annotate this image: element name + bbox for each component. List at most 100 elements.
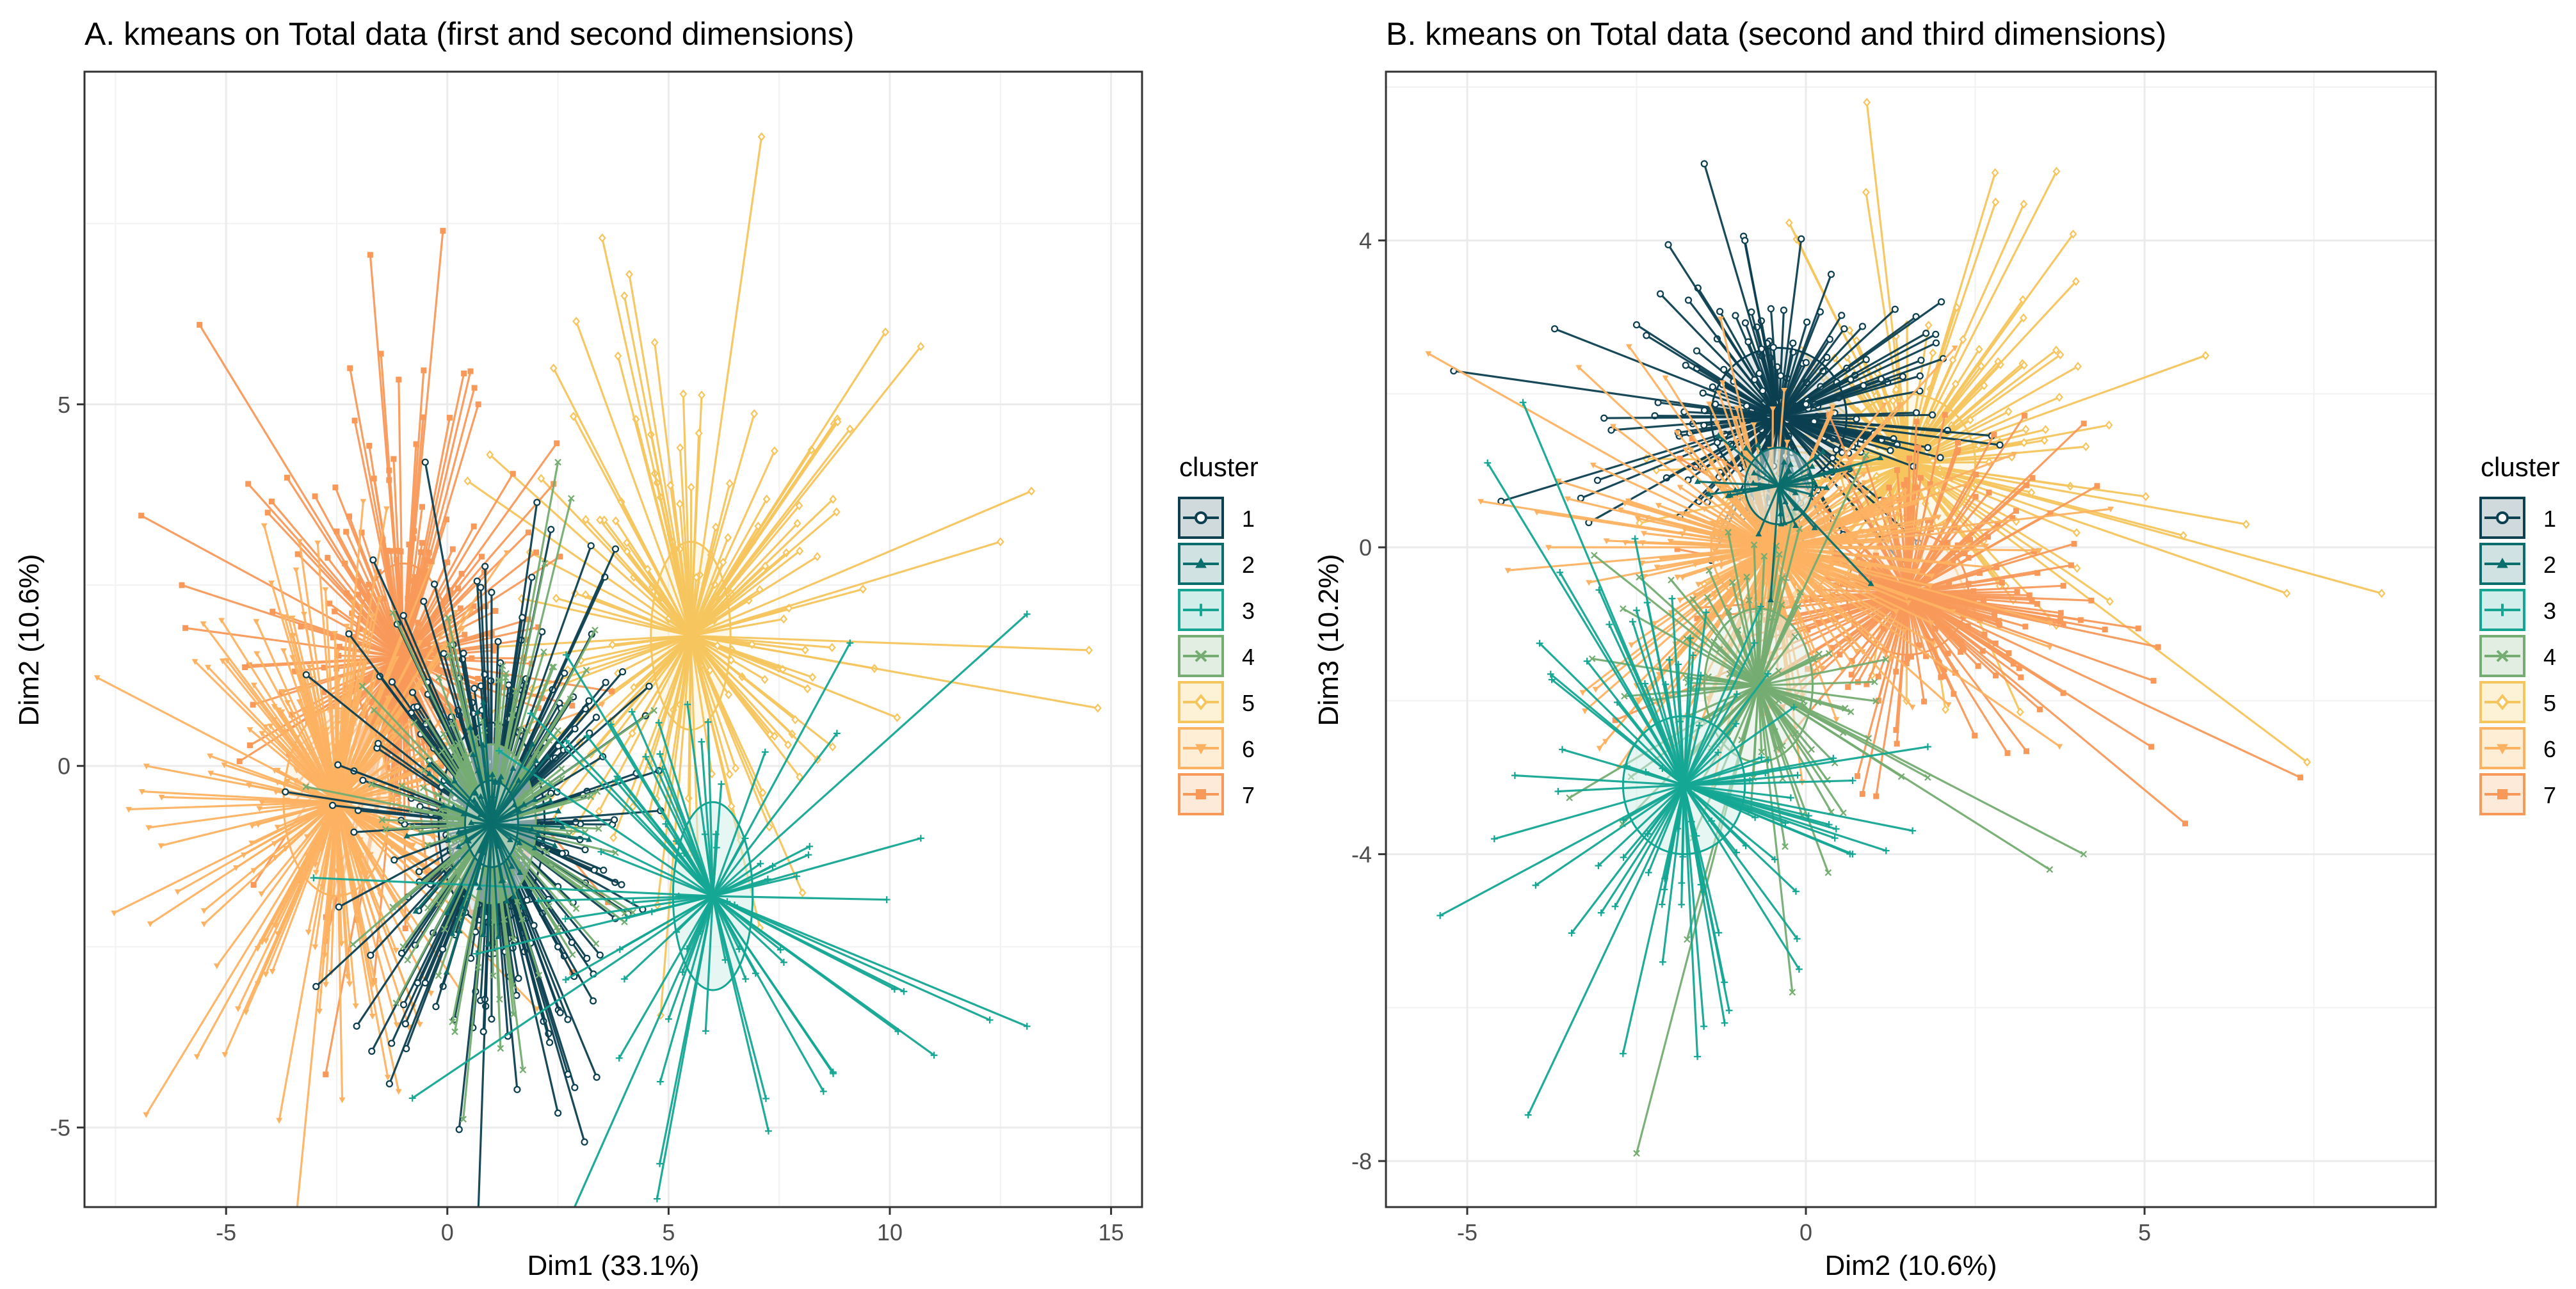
panel-a-cluster-7-point	[416, 570, 423, 576]
panel-a-cluster-5-point	[608, 640, 616, 650]
panel-a-cluster-5-point	[725, 479, 734, 488]
panel-b-cluster-6-segment	[1772, 546, 2040, 552]
panel-a-cluster-6-point	[256, 806, 263, 812]
panel-b-cluster-1-segment	[1717, 415, 1780, 444]
panel-b-cluster-6-point	[1853, 648, 1860, 655]
panel-b-cluster-3-segment	[1682, 785, 1730, 1011]
panel-a-cluster-2-point	[515, 777, 522, 783]
panel-a-cluster-2-point	[551, 842, 558, 848]
panel-b-cluster-6-point	[1677, 484, 1684, 491]
panel-a-legend-label-6: 6	[1242, 736, 1255, 762]
panel-a-cluster-2-point	[489, 771, 496, 777]
panel-a-cluster-7-point	[330, 634, 336, 641]
panel-b-cluster-2-point	[1792, 522, 1799, 528]
panel-a-cluster-6-point	[254, 946, 261, 952]
panel-a-cluster-4-point	[472, 733, 479, 741]
panel-a-cluster-1-point	[312, 982, 320, 990]
panel-a-cluster-3-segment	[712, 895, 747, 980]
panel-a-cluster-4-point	[592, 940, 600, 947]
panel-a-cluster-6-point	[367, 852, 374, 858]
panel-a-cluster-3-segment	[712, 895, 834, 1073]
panel-a-cluster-6-point	[334, 869, 341, 875]
panel-a-cluster-4-point	[441, 925, 448, 933]
panel-a-cluster-2-point	[535, 831, 542, 837]
panel-a-cluster-3-point	[702, 1027, 709, 1035]
panel-b-cluster-2-segment	[1778, 461, 1785, 486]
panel-b-cluster-3	[1437, 399, 1931, 1119]
panel-b-cluster-3-point	[1484, 459, 1492, 467]
panel-a-cluster-7-point	[557, 554, 563, 560]
panel-a-plot-border	[83, 70, 1143, 1208]
panel-b-cluster-3-point	[1689, 652, 1697, 659]
panel-a-cluster-5-segment	[690, 540, 1001, 637]
panel-b-cluster-6-point	[1928, 573, 1935, 580]
panel-a-cluster-2-point	[451, 778, 458, 784]
panel-b-cluster-6-point	[1711, 591, 1718, 597]
panel-a-cluster-6-point	[376, 596, 383, 603]
panel-a-cluster-1-point	[367, 951, 374, 959]
panel-b-cluster-6-point	[1628, 642, 1635, 648]
panel-a-cluster-7-point	[471, 385, 478, 391]
panel-a-cluster-2-point	[555, 807, 562, 813]
panel-a-legend-entry-3: 3	[1178, 589, 1255, 631]
panel-b-cluster-1-segment	[1778, 308, 1896, 418]
panel-a-cluster-6-point	[234, 1006, 241, 1013]
panel-b-legend-key-marker-2	[2497, 557, 2508, 568]
panel-a-cluster-3-point	[607, 721, 615, 728]
panel-a-cluster-5-point	[582, 515, 590, 524]
panel-b-cluster-6-segment	[1664, 377, 1773, 548]
panel-b-cluster-3-point	[1629, 618, 1636, 625]
panel-a-cluster-5-segment	[626, 550, 692, 637]
panel-a-cluster-2-point	[412, 908, 419, 914]
panel-b-cluster-7-point	[2024, 748, 2030, 755]
panel-a-cluster-3-point	[408, 1094, 416, 1102]
panel-a-cluster-4-point	[541, 560, 549, 567]
panel-a-cluster-7-point	[355, 578, 362, 584]
panel-b-cluster-6-point	[1677, 597, 1684, 604]
panel-a-cluster-6-point	[323, 727, 330, 733]
panel-a-cluster-5-point	[828, 643, 836, 652]
panel-a-cluster-4-point	[368, 781, 375, 788]
panel-a-cluster-4-point	[549, 663, 556, 671]
panel-b-cluster-6-point	[1867, 564, 1874, 571]
panel-b-cluster-7-segment	[1906, 415, 2025, 594]
panel-a-cluster-7-point	[264, 509, 271, 516]
panel-b-cluster-3-point	[1437, 912, 1444, 919]
panel-b-cluster-4-point	[1734, 627, 1742, 634]
panel-b-cluster-1-point	[1700, 406, 1709, 414]
panel-a-cluster-3-segment	[565, 895, 713, 920]
panel-b-cluster-5-segment	[1906, 202, 1997, 463]
panel-b-cluster-3-segment	[1683, 606, 1762, 786]
panel-b-cluster-4-point	[1728, 579, 1736, 586]
panel-a-cluster-4-segment	[491, 709, 655, 825]
panel-a-cluster-5-segment	[601, 237, 692, 636]
panel-b-cluster-7-point	[1906, 455, 1913, 461]
panel-b-cluster-3-point	[1700, 1023, 1707, 1030]
panel-b-cluster-4-segment	[1758, 653, 1820, 687]
panel-b-cluster-3-point	[1732, 720, 1740, 728]
panel-b-cluster-2-point	[1705, 490, 1712, 497]
panel-a-cluster-6-point	[253, 619, 260, 625]
panel-a-cluster-5-segment	[529, 551, 691, 637]
panel-a-cluster-6-point	[262, 724, 269, 730]
panel-b-cluster-7-point	[1944, 540, 1951, 546]
panel-a-cluster-2-point	[533, 757, 540, 764]
panel-a-cluster-7-point	[383, 657, 390, 664]
panel-b-cluster-7-point	[1694, 615, 1700, 621]
panel-a-cluster-7-point	[390, 807, 397, 813]
panel-a-cluster-5-point	[917, 342, 925, 351]
panel-b-cluster-1-point	[1937, 298, 1945, 306]
panel-b-cluster-1-point	[1996, 441, 2004, 449]
panel-b-cluster-4-point	[1566, 794, 1573, 801]
panel-b-cluster-7-point	[2034, 601, 2040, 607]
panel-b-cluster-6-point	[1895, 511, 1902, 518]
panel-b-cluster-7-point	[1885, 501, 1891, 508]
panel-a-cluster-5-segment	[690, 490, 1032, 637]
panel-a-marks	[93, 132, 1102, 1207]
panel-a-cluster-4-point	[499, 662, 506, 669]
panel-b-cluster-7-point	[1973, 472, 1979, 478]
panel-b-cluster-4-point	[1794, 603, 1801, 610]
panel-b-cluster-4-segment	[1757, 685, 1794, 993]
panel-b-cluster-6-point	[1639, 540, 1646, 547]
